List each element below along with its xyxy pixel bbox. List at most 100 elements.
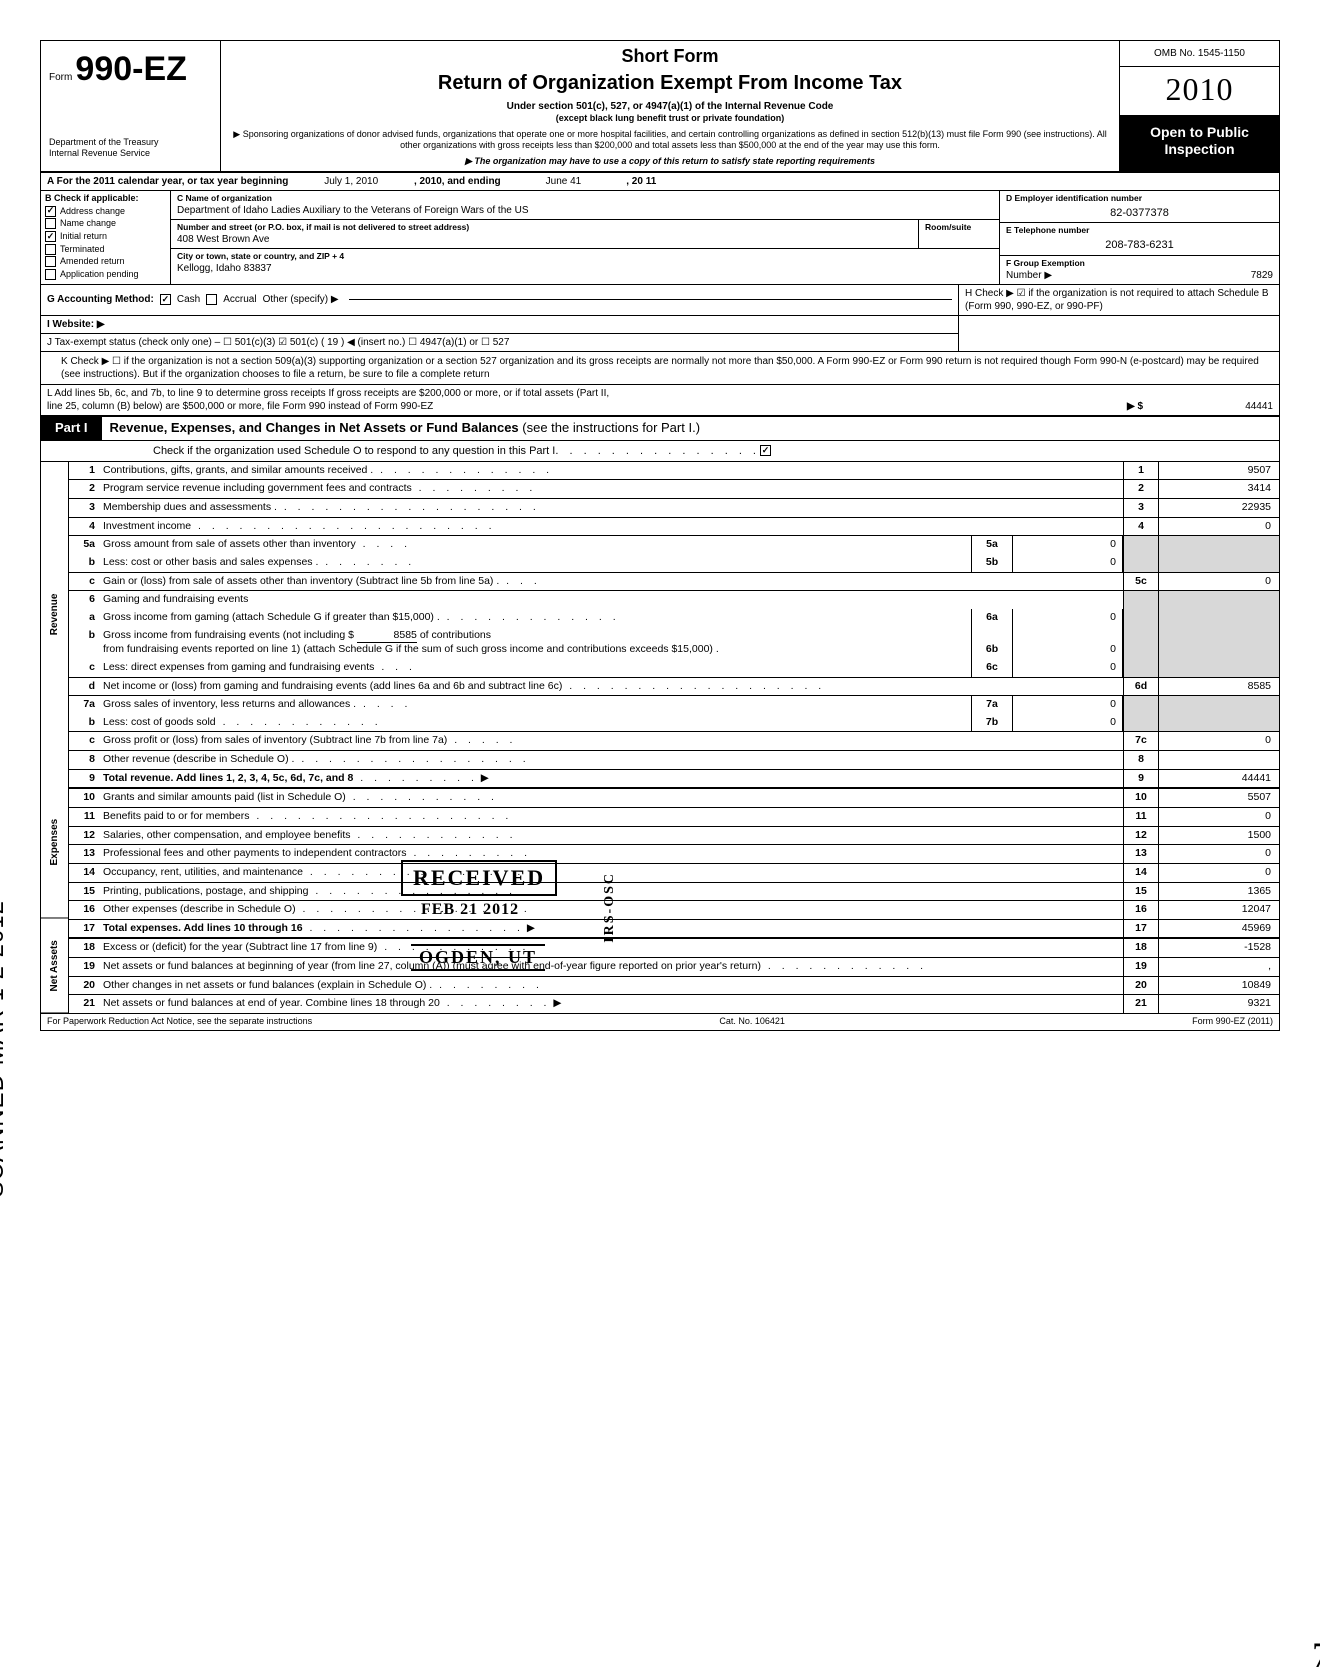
- ln-desc: Gaming and fundraising events: [103, 591, 1123, 609]
- chk-address-change[interactable]: ✓Address change: [45, 206, 166, 218]
- g-other-line: [349, 299, 952, 300]
- sidebar-revenue: Revenue: [41, 462, 68, 767]
- ln-num: 11: [69, 808, 103, 826]
- ln-desc: Less: cost of goods sold: [103, 716, 216, 728]
- l-amount: 44441: [1143, 400, 1273, 413]
- ln-midval: 0: [1013, 627, 1123, 659]
- ln-val: 22935: [1159, 499, 1279, 517]
- chk-name-change[interactable]: Name change: [45, 218, 166, 230]
- footer-mid: Cat. No. 106421: [719, 1016, 785, 1028]
- org-name-label: C Name of organization: [177, 193, 993, 204]
- section-gh-row: G Accounting Method: ✓Cash Accrual Other…: [41, 285, 1279, 316]
- ln-val: 45969: [1159, 920, 1279, 938]
- section-a-row: A For the 2011 calendar year, or tax yea…: [41, 173, 1279, 191]
- ln-val: 0: [1159, 732, 1279, 750]
- ln-box: 12: [1123, 827, 1159, 845]
- shade: [1123, 696, 1159, 714]
- ln-desc: Net assets or fund balances at beginning…: [103, 960, 761, 972]
- l-arrow: ▶ $: [1127, 400, 1143, 413]
- dept-irs: Internal Revenue Service: [49, 148, 212, 159]
- ln-val: -1528: [1159, 939, 1279, 957]
- line-18: 18Excess or (deficit) for the year (Subt…: [69, 939, 1279, 958]
- ln-midval: 0: [1013, 536, 1123, 554]
- ln-val: 5507: [1159, 789, 1279, 807]
- chk-initial-return[interactable]: ✓Initial return: [45, 231, 166, 243]
- section-j: J Tax-exempt status (check only one) – ☐…: [41, 334, 958, 351]
- chk-amended[interactable]: Amended return: [45, 256, 166, 268]
- ln-val: 3414: [1159, 480, 1279, 498]
- addr-cell: Number and street (or P.O. box, if mail …: [171, 220, 919, 248]
- ln-num: 6: [69, 591, 103, 609]
- footer-left: For Paperwork Reduction Act Notice, see …: [47, 1016, 312, 1028]
- line-4: 4Investment income . . . . . . . . . . .…: [69, 518, 1279, 537]
- ln-box: 21: [1123, 995, 1159, 1013]
- chk-app-pending[interactable]: Application pending: [45, 269, 166, 281]
- section-h: H Check ▶ ☑ if the organization is not r…: [959, 285, 1279, 315]
- section-e: E Telephone number 208-783-6231: [1000, 223, 1279, 255]
- section-c: C Name of organization Department of Ida…: [171, 191, 999, 284]
- ln-num: c: [69, 659, 103, 677]
- part-i-body: Revenue Expenses Net Assets 1Contributio…: [41, 462, 1279, 1013]
- shade: [1123, 609, 1159, 627]
- chk-terminated[interactable]: Terminated: [45, 244, 166, 256]
- org-name-cell: C Name of organization Department of Ida…: [171, 191, 999, 220]
- ln-box: 9: [1123, 770, 1159, 788]
- part-i-title-suffix: (see the instructions for Part I.): [519, 420, 700, 435]
- part-i-check-o: Check if the organization used Schedule …: [41, 441, 1279, 462]
- line-17: 17Total expenses. Add lines 10 through 1…: [69, 920, 1279, 940]
- ln-val: 12047: [1159, 901, 1279, 919]
- ln-desc3: from fundraising events reported on line…: [103, 643, 719, 655]
- ln-num: 3: [69, 499, 103, 517]
- ln-num: a: [69, 609, 103, 627]
- line-12: 12Salaries, other compensation, and empl…: [69, 827, 1279, 846]
- line-6b: bGross income from fundraising events (n…: [69, 627, 1279, 659]
- checkbox-schedule-o[interactable]: ✓: [760, 445, 771, 456]
- shade: [1123, 536, 1159, 554]
- shade: [1159, 536, 1279, 554]
- ln-val: ,: [1159, 958, 1279, 976]
- chk-label: Amended return: [60, 256, 125, 268]
- ln-num: c: [69, 573, 103, 591]
- shade: [1123, 554, 1159, 572]
- dept-block: Department of the Treasury Internal Reve…: [49, 137, 212, 159]
- ln-desc: Gain or (loss) from sale of assets other…: [103, 575, 499, 587]
- ln-box: 1: [1123, 462, 1159, 480]
- form-number: 990-EZ: [75, 50, 187, 88]
- form-year: 2010: [1120, 67, 1279, 116]
- shade: [1123, 714, 1159, 732]
- checkbox-accrual[interactable]: [206, 294, 217, 305]
- form-prefix: Form: [49, 72, 72, 83]
- section-bcdef: B Check if applicable: ✓Address change N…: [41, 191, 1279, 285]
- sidebar-netassets: Net Assets: [41, 919, 68, 1013]
- ln-num: c: [69, 732, 103, 750]
- ein-label: D Employer identification number: [1006, 193, 1273, 204]
- stamp-scanned: SCANNED MAR 1 2 2012: [0, 900, 11, 1197]
- subtitle-code: Under section 501(c), 527, or 4947(a)(1)…: [231, 100, 1109, 113]
- ln-desc: Gross income from gaming (attach Schedul…: [103, 611, 440, 623]
- ln-desc: Other revenue (describe in Schedule O) .: [103, 753, 294, 765]
- part-i-tag: Part I: [41, 417, 102, 440]
- line-21: 21 Net assets or fund balances at end of …: [69, 995, 1279, 1013]
- checkbox-cash[interactable]: ✓: [160, 294, 171, 305]
- line-14: 14Occupancy, rent, utilities, and mainte…: [69, 864, 1279, 883]
- ln-midbox: 6a: [971, 609, 1013, 627]
- omb-number: OMB No. 1545-1150: [1120, 41, 1279, 67]
- ln-num: b: [69, 627, 103, 659]
- ln-desc: Grants and similar amounts paid (list in…: [103, 791, 346, 803]
- ln-desc2: of contributions: [420, 629, 491, 641]
- shade: [1123, 659, 1159, 677]
- shade: [1159, 554, 1279, 572]
- section-a-endyear: , 20 11: [626, 176, 656, 187]
- ln-val: 0: [1159, 518, 1279, 536]
- ln-midval: 0: [1013, 609, 1123, 627]
- ln-desc: Net assets or fund balances at end of ye…: [103, 997, 440, 1009]
- line-7c: cGross profit or (loss) from sales of in…: [69, 732, 1279, 751]
- room-cell: Room/suite: [919, 220, 999, 248]
- ln-desc: Other changes in net assets or fund bala…: [103, 979, 432, 991]
- ln-num: 20: [69, 977, 103, 995]
- line-16: 16Other expenses (describe in Schedule O…: [69, 901, 1279, 920]
- line-9: 9Total revenue. Add lines 1, 2, 3, 4, 5c…: [69, 770, 1279, 790]
- ln-midbox: 5b: [971, 554, 1013, 572]
- ln-val: 9507: [1159, 462, 1279, 480]
- l-line2: line 25, column (B) below) are $500,000 …: [47, 400, 1127, 413]
